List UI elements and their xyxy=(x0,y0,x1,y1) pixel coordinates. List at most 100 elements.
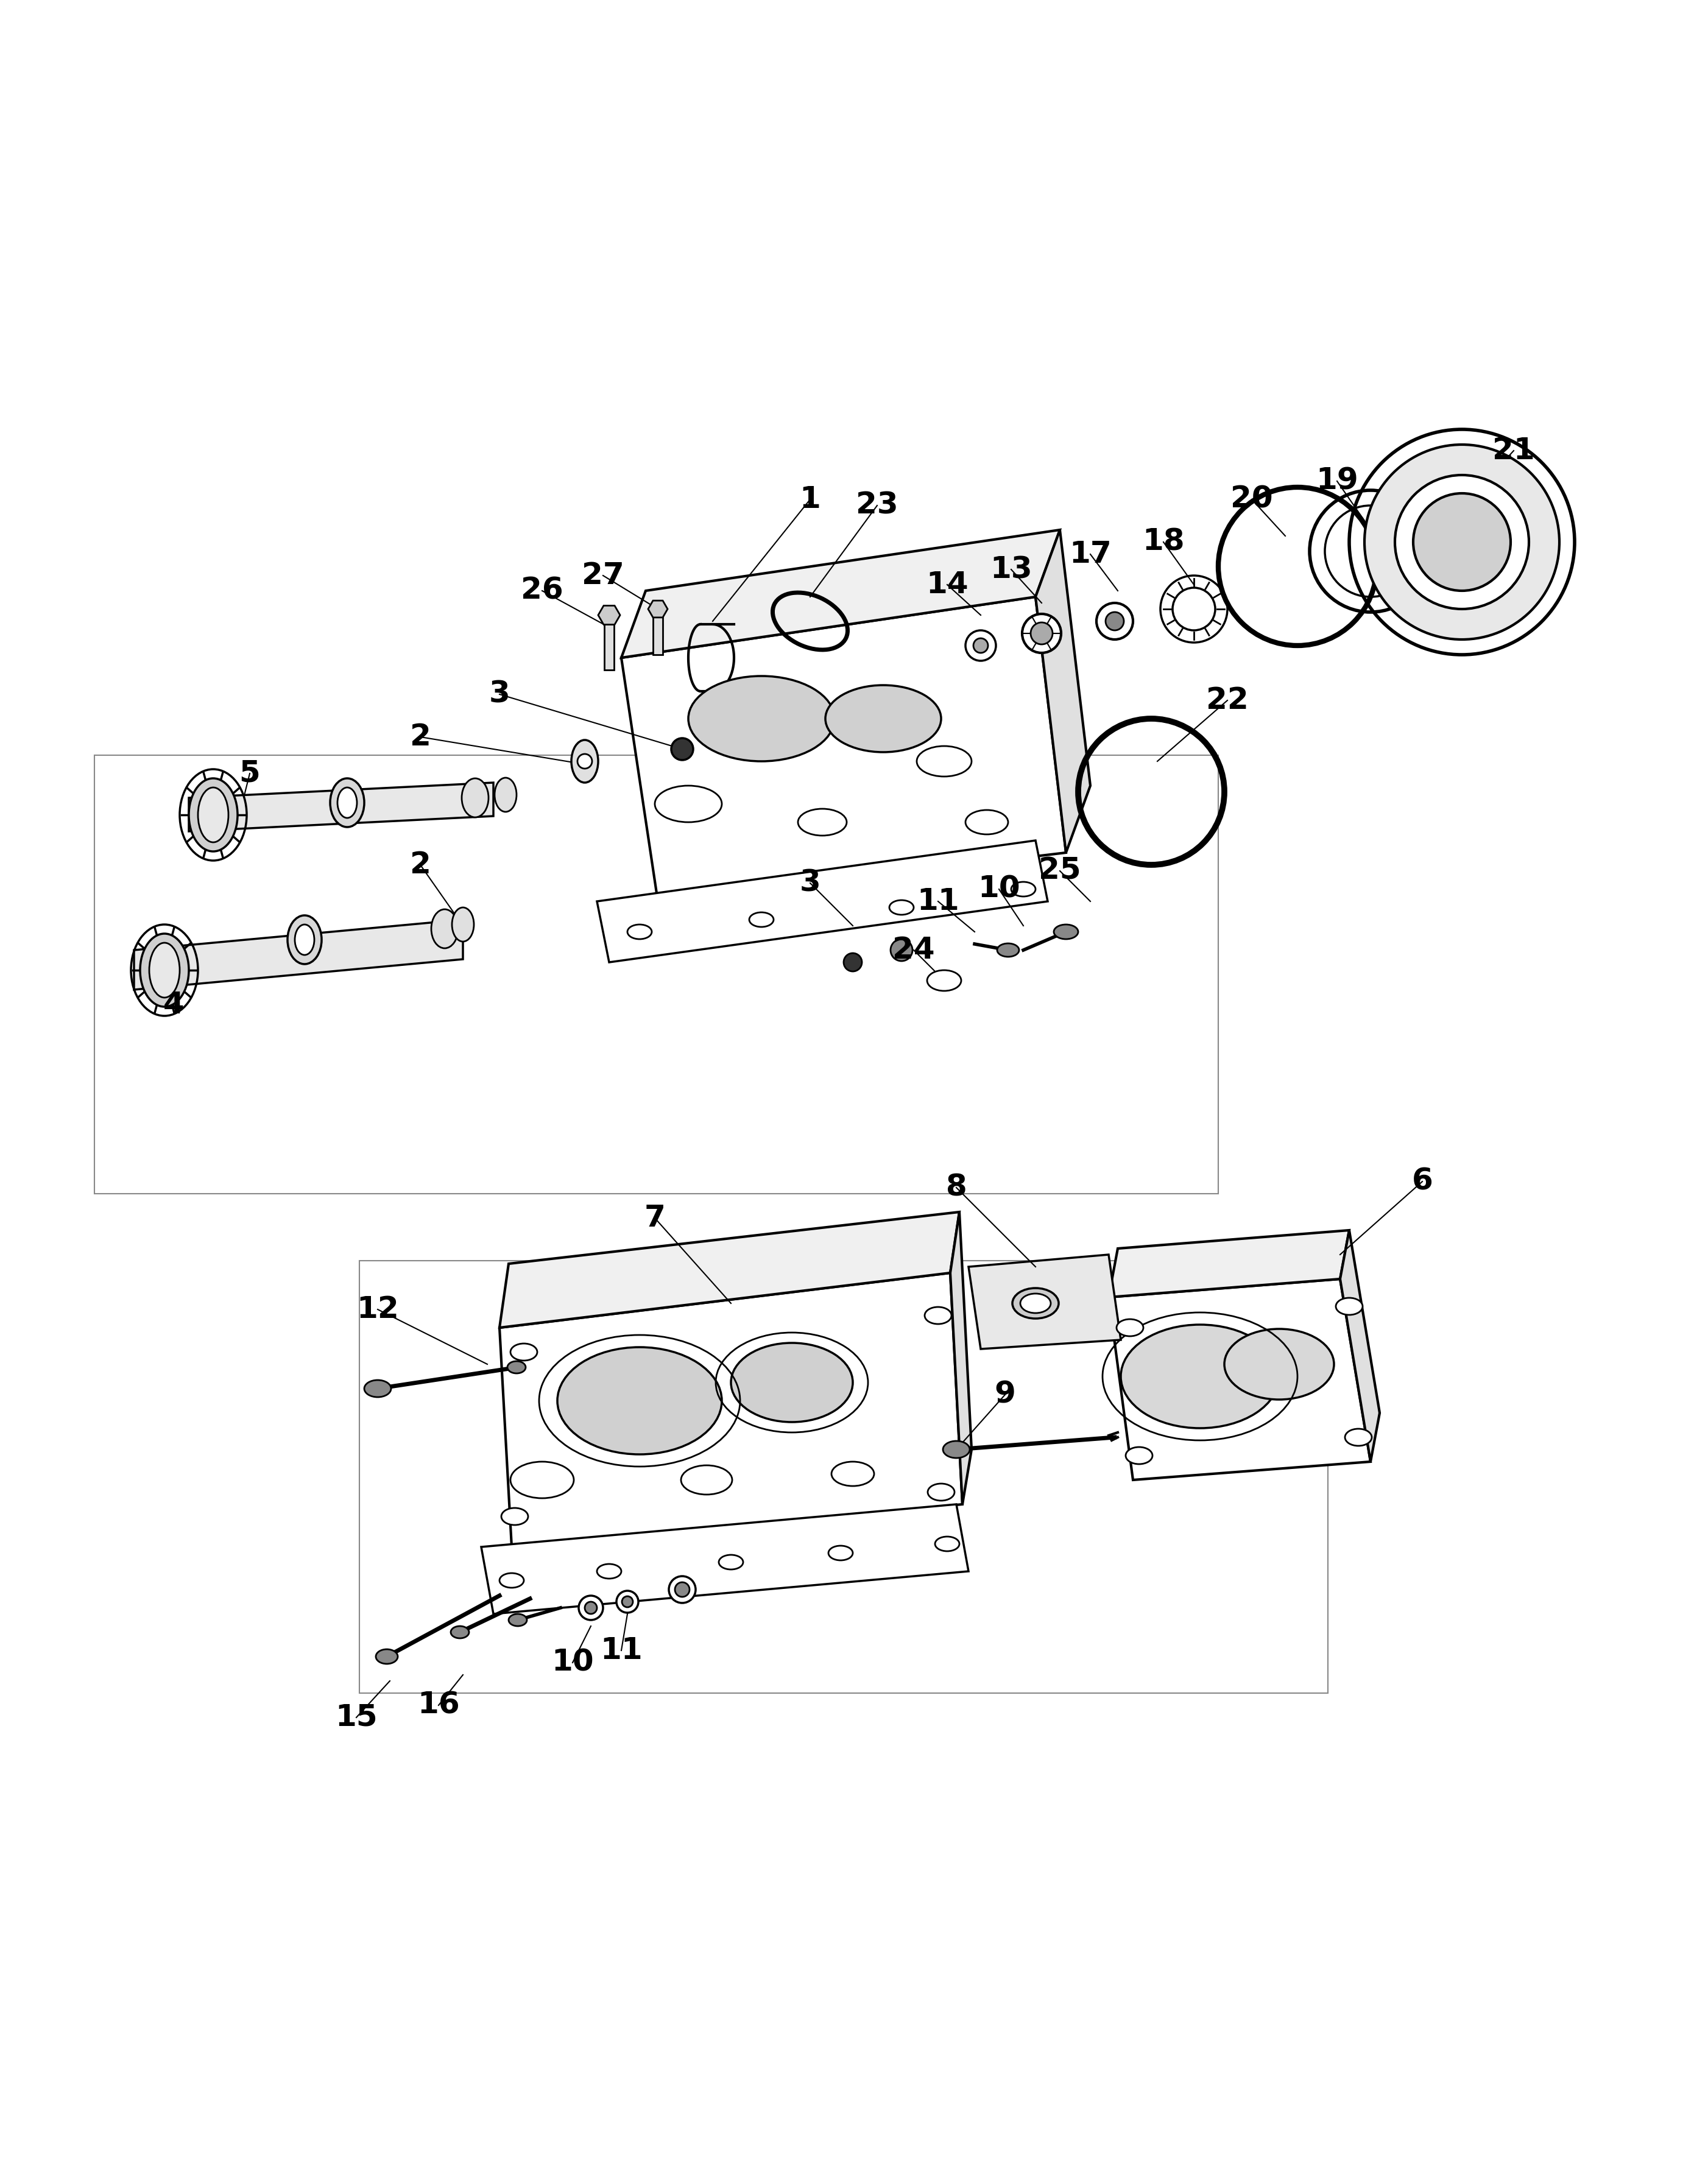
Text: 3: 3 xyxy=(488,680,511,708)
Text: 14: 14 xyxy=(926,570,968,600)
Text: 10: 10 xyxy=(552,1647,594,1678)
Ellipse shape xyxy=(295,924,314,954)
Text: 17: 17 xyxy=(1069,540,1112,568)
Text: 12: 12 xyxy=(357,1295,400,1323)
Circle shape xyxy=(974,639,987,652)
Text: 9: 9 xyxy=(994,1380,1016,1410)
Ellipse shape xyxy=(572,741,598,782)
Text: 11: 11 xyxy=(917,887,960,915)
Text: 25: 25 xyxy=(1038,857,1081,885)
Text: 3: 3 xyxy=(799,868,822,898)
Ellipse shape xyxy=(997,943,1020,956)
Circle shape xyxy=(577,753,593,769)
Ellipse shape xyxy=(927,1483,955,1501)
Text: 11: 11 xyxy=(600,1637,642,1665)
Ellipse shape xyxy=(511,1343,538,1360)
Circle shape xyxy=(1021,613,1061,652)
Polygon shape xyxy=(499,1211,960,1328)
Text: 2: 2 xyxy=(410,851,430,879)
Circle shape xyxy=(622,1596,634,1606)
Ellipse shape xyxy=(502,1507,528,1524)
Ellipse shape xyxy=(499,1574,524,1587)
Text: 15: 15 xyxy=(335,1703,377,1732)
Text: 13: 13 xyxy=(991,555,1032,585)
Ellipse shape xyxy=(376,1649,398,1665)
Ellipse shape xyxy=(364,1380,391,1397)
Ellipse shape xyxy=(598,1563,622,1578)
Ellipse shape xyxy=(198,788,229,842)
Ellipse shape xyxy=(557,1347,722,1455)
Ellipse shape xyxy=(430,909,458,948)
Ellipse shape xyxy=(1344,1429,1372,1447)
Text: 20: 20 xyxy=(1230,486,1272,514)
Circle shape xyxy=(1030,622,1052,643)
Ellipse shape xyxy=(451,1626,470,1639)
Polygon shape xyxy=(598,607,620,624)
Ellipse shape xyxy=(688,676,835,762)
Polygon shape xyxy=(1035,529,1090,853)
Ellipse shape xyxy=(943,1440,970,1457)
Polygon shape xyxy=(1108,1231,1349,1298)
Ellipse shape xyxy=(750,913,774,926)
Text: 19: 19 xyxy=(1315,466,1358,497)
Circle shape xyxy=(1173,587,1214,630)
Ellipse shape xyxy=(287,915,321,965)
Ellipse shape xyxy=(924,1306,951,1323)
Text: 10: 10 xyxy=(977,874,1020,905)
Polygon shape xyxy=(647,600,668,617)
Ellipse shape xyxy=(509,1615,526,1626)
Text: 16: 16 xyxy=(417,1690,459,1721)
Ellipse shape xyxy=(1013,1289,1059,1319)
Polygon shape xyxy=(190,782,494,831)
Ellipse shape xyxy=(927,969,962,991)
Ellipse shape xyxy=(1126,1447,1153,1464)
Circle shape xyxy=(579,1596,603,1619)
Circle shape xyxy=(1395,475,1529,609)
Text: 1: 1 xyxy=(799,486,822,514)
Polygon shape xyxy=(950,1211,972,1505)
Ellipse shape xyxy=(1011,881,1035,896)
Text: 2: 2 xyxy=(410,723,430,751)
Text: 4: 4 xyxy=(162,991,184,1019)
Circle shape xyxy=(1105,611,1124,630)
Text: 7: 7 xyxy=(644,1203,666,1233)
Text: 18: 18 xyxy=(1143,527,1185,557)
Ellipse shape xyxy=(140,933,190,1006)
Polygon shape xyxy=(133,920,463,989)
Text: 8: 8 xyxy=(946,1172,967,1203)
Circle shape xyxy=(1413,492,1510,592)
Ellipse shape xyxy=(330,779,364,827)
Ellipse shape xyxy=(627,924,652,939)
Polygon shape xyxy=(652,609,663,654)
Circle shape xyxy=(844,952,863,972)
Polygon shape xyxy=(622,529,1061,658)
Circle shape xyxy=(670,1576,695,1602)
Ellipse shape xyxy=(731,1343,852,1423)
Ellipse shape xyxy=(1020,1293,1050,1313)
Polygon shape xyxy=(1108,1278,1370,1479)
Polygon shape xyxy=(598,840,1047,963)
Polygon shape xyxy=(499,1274,962,1548)
Ellipse shape xyxy=(890,900,914,915)
Circle shape xyxy=(1349,430,1575,654)
Text: 26: 26 xyxy=(521,576,564,605)
Ellipse shape xyxy=(190,779,237,851)
Polygon shape xyxy=(622,596,1066,900)
Ellipse shape xyxy=(453,907,473,941)
Circle shape xyxy=(671,738,693,760)
Ellipse shape xyxy=(507,1360,526,1373)
Text: 23: 23 xyxy=(856,490,898,520)
Circle shape xyxy=(675,1583,690,1598)
Ellipse shape xyxy=(825,684,941,751)
Text: 22: 22 xyxy=(1206,687,1249,715)
Text: 6: 6 xyxy=(1413,1166,1433,1196)
Circle shape xyxy=(1097,602,1132,639)
Polygon shape xyxy=(482,1505,968,1615)
Ellipse shape xyxy=(461,779,488,818)
Ellipse shape xyxy=(1336,1298,1363,1315)
Ellipse shape xyxy=(719,1554,743,1570)
Ellipse shape xyxy=(495,777,516,812)
Ellipse shape xyxy=(149,943,179,997)
Ellipse shape xyxy=(934,1537,960,1550)
Ellipse shape xyxy=(1054,924,1078,939)
